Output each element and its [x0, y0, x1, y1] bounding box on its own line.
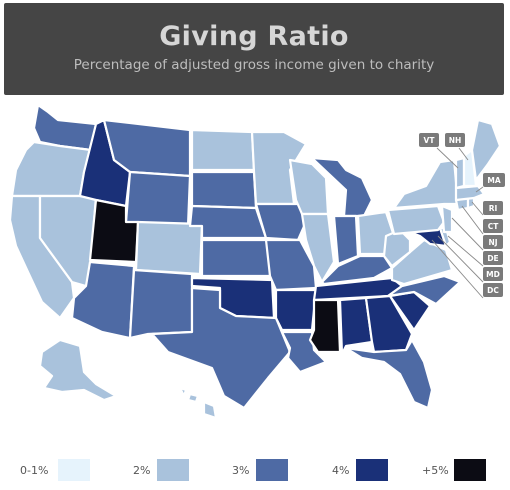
- state-alaska[interactable]: [38, 338, 118, 402]
- state-texas[interactable]: [150, 286, 292, 410]
- state-indiana[interactable]: [332, 214, 360, 266]
- tag-ct-label: CT: [488, 222, 500, 231]
- legend-label: 3%: [232, 464, 250, 477]
- page-title: Giving Ratio: [159, 21, 349, 52]
- page-subtitle: Percentage of adjusted gross income give…: [73, 57, 435, 73]
- state-maine[interactable]: [470, 118, 502, 182]
- legend: 0-1% 2% 3% 4% +5%: [0, 455, 510, 485]
- state-south-dakota[interactable]: [190, 170, 258, 210]
- legend-swatch: [256, 459, 288, 481]
- tag-leader-lines: [431, 147, 484, 299]
- state-north-dakota[interactable]: [190, 128, 256, 172]
- tag-md: MD: [483, 267, 503, 281]
- tag-md-label: MD: [486, 270, 500, 279]
- state-oregon[interactable]: [10, 140, 93, 198]
- state-minnesota[interactable]: [250, 130, 308, 206]
- tag-ri-label: RI: [489, 204, 498, 213]
- state-alabama[interactable]: [338, 296, 374, 356]
- state-florida[interactable]: [344, 338, 434, 410]
- state-arkansas[interactable]: [274, 288, 318, 332]
- state-michigan[interactable]: [310, 156, 374, 218]
- state-new-mexico[interactable]: [128, 268, 194, 340]
- tag-vt: VT: [419, 133, 439, 147]
- legend-label: 2%: [133, 464, 151, 477]
- state-vermont[interactable]: [454, 156, 466, 190]
- us-states-map: VT NH MA RI CT NJ DE MD: [8, 103, 505, 420]
- state-iowa[interactable]: [254, 202, 308, 242]
- state-mississippi[interactable]: [308, 298, 342, 354]
- tag-nj: NJ: [483, 235, 503, 249]
- legend-label: +5%: [422, 464, 449, 477]
- state-new-jersey[interactable]: [440, 204, 454, 234]
- legend-swatch: [58, 459, 90, 481]
- state-new-york[interactable]: [392, 158, 460, 210]
- tag-ma-label: MA: [487, 176, 500, 185]
- state-north-carolina[interactable]: [386, 274, 462, 306]
- state-nebraska[interactable]: [188, 204, 268, 240]
- tag-nh-label: NH: [449, 136, 462, 145]
- tag-ri: RI: [483, 201, 503, 215]
- tag-ma: MA: [483, 173, 505, 187]
- legend-swatch: [454, 459, 486, 481]
- tag-ct: CT: [483, 219, 503, 233]
- tag-nj-label: NJ: [488, 238, 497, 247]
- state-tags: VT NH MA RI CT NJ DE MD: [419, 133, 505, 297]
- legend-swatch: [157, 459, 189, 481]
- tag-vt-label: VT: [424, 136, 436, 145]
- state-hawaii[interactable]: [178, 386, 218, 420]
- header-banner: Giving Ratio Percentage of adjusted gros…: [4, 3, 504, 95]
- legend-label: 4%: [332, 464, 350, 477]
- state-pennsylvania[interactable]: [386, 204, 446, 236]
- tag-de-label: DE: [487, 254, 498, 263]
- tag-dc: DC: [483, 283, 503, 297]
- state-massachusetts[interactable]: [454, 184, 486, 202]
- legend-swatch: [356, 459, 388, 481]
- state-kansas[interactable]: [200, 238, 272, 278]
- state-colorado[interactable]: [134, 220, 204, 276]
- tag-nh: NH: [445, 133, 465, 147]
- tag-de: DE: [483, 251, 503, 265]
- tag-dc-label: DC: [487, 286, 499, 295]
- state-wyoming[interactable]: [124, 170, 192, 228]
- legend-label: 0-1%: [20, 464, 49, 477]
